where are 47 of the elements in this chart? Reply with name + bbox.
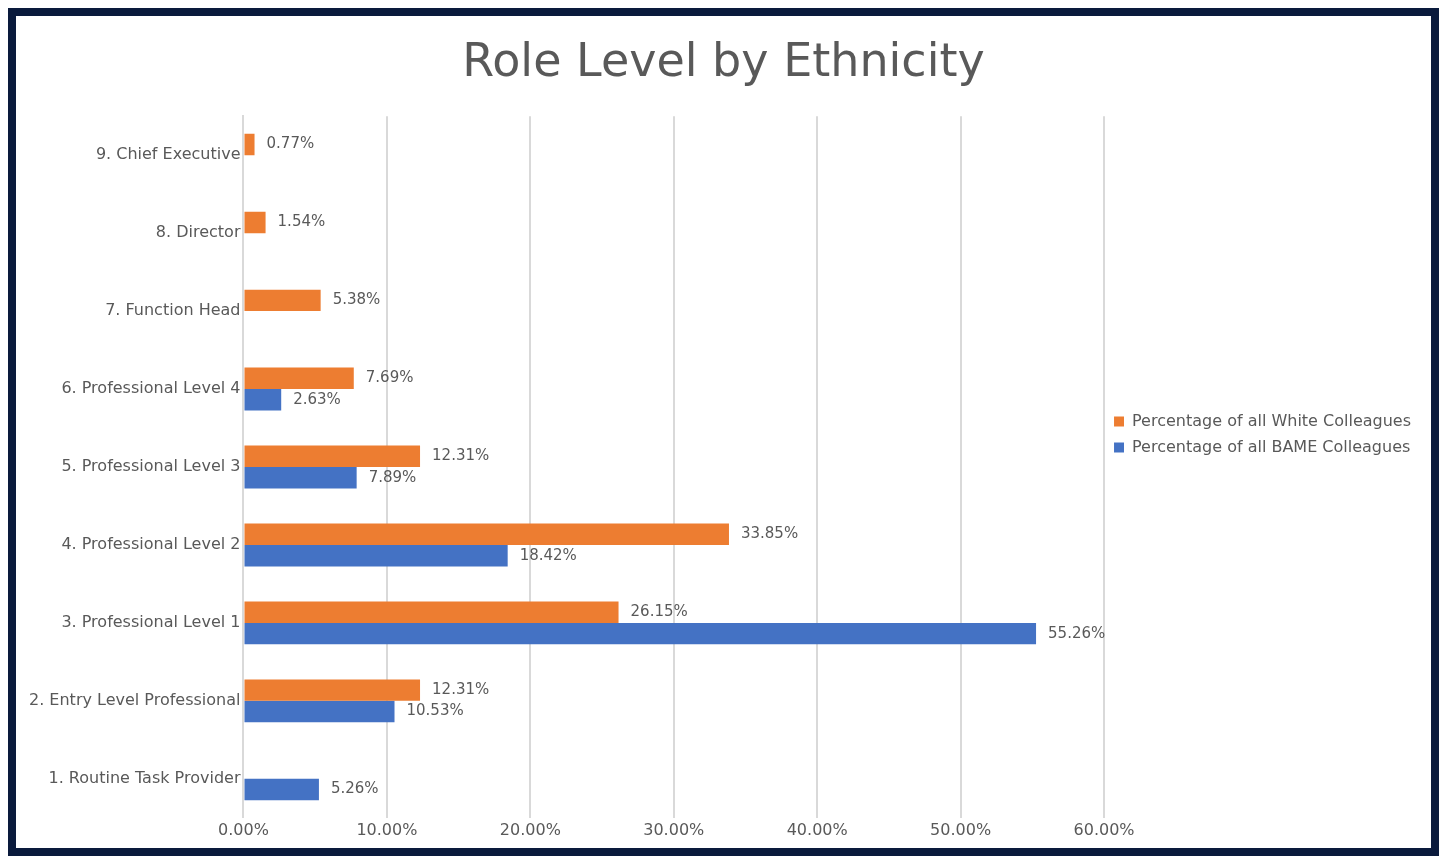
x-tick-label: 40.00% xyxy=(786,819,848,839)
data-label: 1.54% xyxy=(277,212,326,231)
bar xyxy=(244,389,282,411)
y-tick-label: 7. Function Head xyxy=(105,300,241,320)
y-tick-label: 6. Professional Level 4 xyxy=(61,378,241,398)
y-tick-label: 2. Entry Level Professional xyxy=(29,690,241,710)
bar xyxy=(244,133,255,156)
data-label: 7.89% xyxy=(368,467,417,486)
x-tick-label: 50.00% xyxy=(930,819,992,839)
y-tick-label: 4. Professional Level 2 xyxy=(61,534,241,554)
y-tick-label: 5. Professional Level 3 xyxy=(61,456,241,476)
data-label: 18.42% xyxy=(519,545,577,564)
legend-label: Percentage of all White Colleagues xyxy=(1132,410,1411,430)
bar xyxy=(244,211,266,234)
bar xyxy=(244,601,619,623)
x-tick-label: 30.00% xyxy=(643,819,705,839)
data-label: 7.69% xyxy=(365,368,414,387)
y-tick-label: 1. Routine Task Provider xyxy=(48,767,241,787)
x-tick-label: 60.00% xyxy=(1073,819,1135,839)
data-label: 33.85% xyxy=(740,524,799,543)
bar xyxy=(244,679,421,701)
y-tick-label: 3. Professional Level 1 xyxy=(61,612,241,632)
bar xyxy=(244,544,508,567)
legend-label: Percentage of all BAME Colleagues xyxy=(1132,436,1411,456)
data-label: 5.38% xyxy=(332,290,381,309)
bar xyxy=(244,467,357,489)
data-label: 12.31% xyxy=(432,446,490,465)
data-label: 10.53% xyxy=(406,701,464,720)
bar xyxy=(244,700,395,723)
data-label: 0.77% xyxy=(266,134,315,153)
data-label: 55.26% xyxy=(1048,623,1106,642)
bar xyxy=(244,622,1037,645)
bar xyxy=(244,445,421,467)
bar xyxy=(244,289,321,312)
bar xyxy=(244,523,729,545)
data-label: 2.63% xyxy=(293,389,341,408)
y-tick-label: 8. Director xyxy=(155,222,241,242)
chart-title: Role Level by Ethnicity xyxy=(462,32,985,87)
y-tick-label: 9. Chief Executive xyxy=(95,144,241,164)
bar xyxy=(244,778,319,801)
data-label: 12.31% xyxy=(432,680,490,699)
x-tick-label: 0.00% xyxy=(218,819,269,839)
bar xyxy=(244,367,354,390)
data-label: 5.26% xyxy=(330,779,379,798)
data-label: 26.15% xyxy=(630,602,688,621)
x-tick-label: 20.00% xyxy=(499,819,561,839)
x-tick-label: 10.00% xyxy=(356,819,418,839)
